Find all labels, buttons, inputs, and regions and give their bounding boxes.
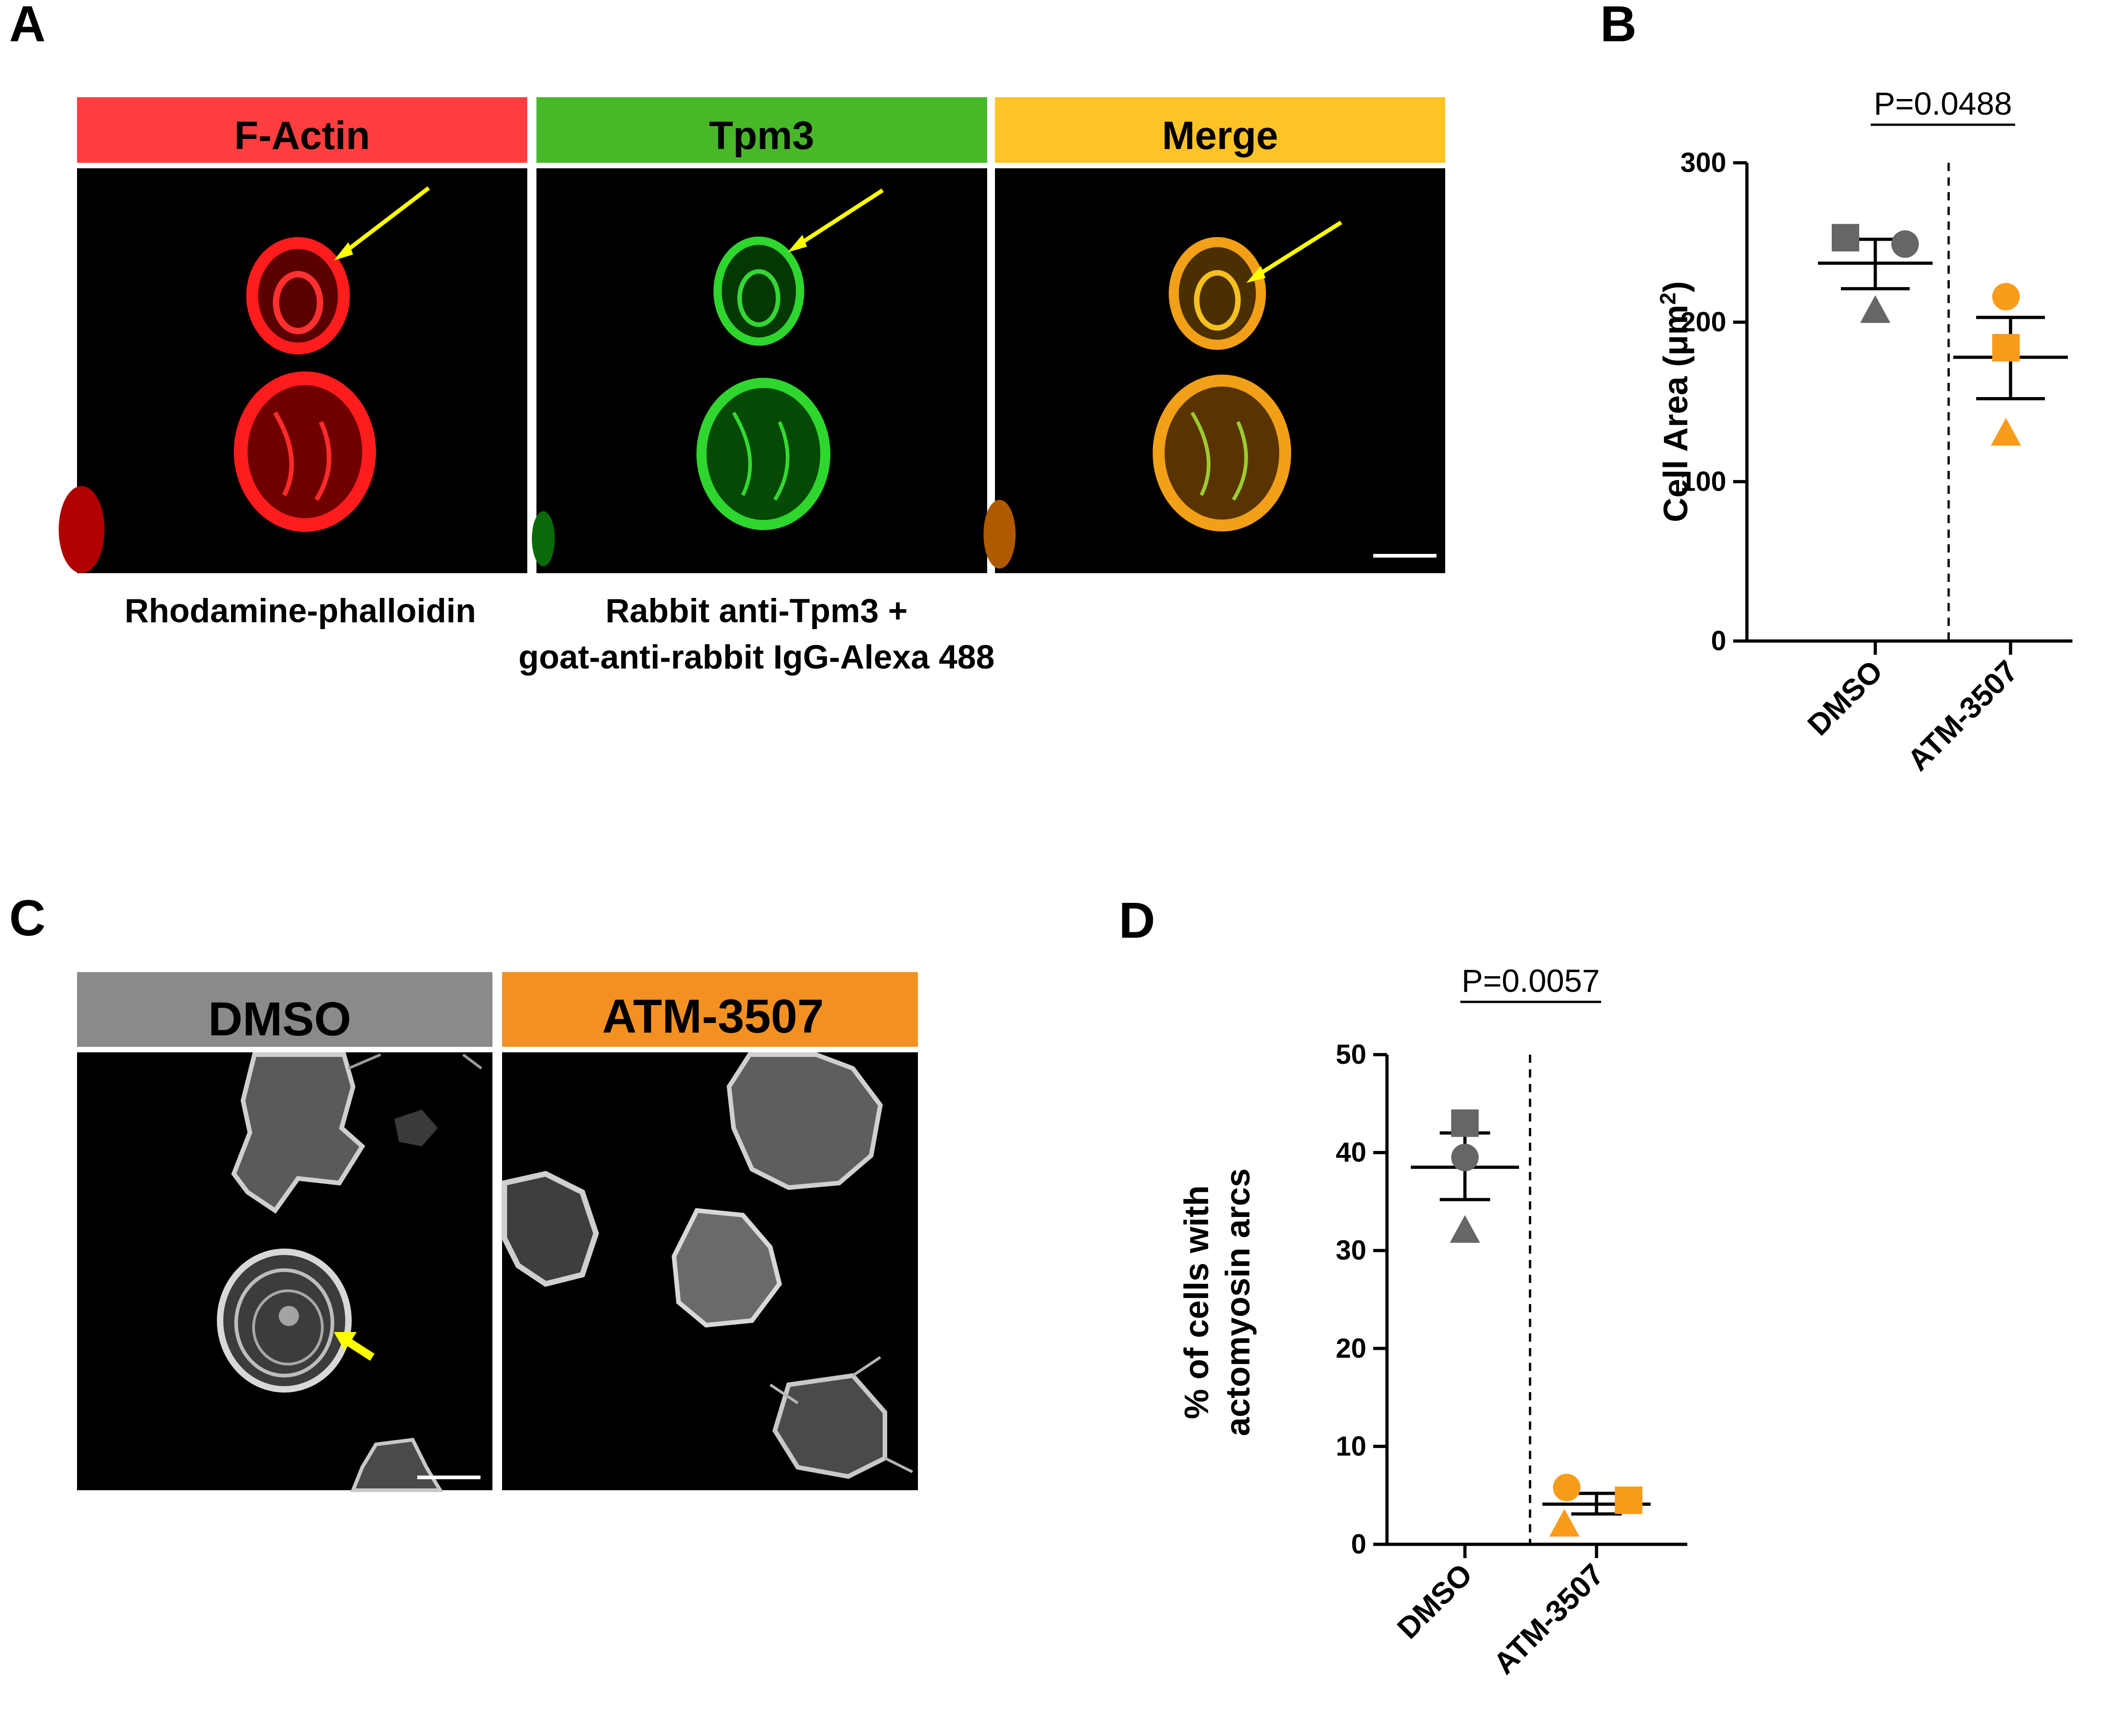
y-axis-label: Cell Area (μm2) [1656,281,1695,522]
panel-c: C DMSO ATM-3507 [9,890,918,1492]
caption-rhodamine-phalloidin: Rhodamine-phalloidin [125,592,476,630]
header-tpm3-label: Tpm3 [709,114,814,158]
header-dmso-label: DMSO [208,993,351,1046]
header-merge-bar [995,97,1445,163]
data-point-triangle [1450,1215,1480,1243]
y-axis-label: actomyosin arcs [1219,1168,1257,1436]
x-tick-label: ATM-3507 [1487,1557,1610,1681]
header-atm-bar [502,972,918,1047]
panel-c-letter: C [9,890,45,946]
data-point-circle [1992,283,2020,311]
y-tick-label: 10 [1336,1431,1366,1461]
y-axis-label-sup: 2 [1656,293,1680,305]
y-axis-label-unit: μm [1657,305,1695,356]
data-point-triangle [1991,418,2021,446]
data-point-triangle [1860,295,1890,323]
caption-rabbit-anti-tpm3: Rabbit anti-Tpm3 + [605,592,907,630]
data-point-square [1992,334,2020,362]
data-point-circle [1451,1144,1479,1172]
panel-d: D 0 10 20 30 40 50 DMSO ATM-3507 P=0.0057 % of ce… [1119,892,1687,1681]
arrow-merge [1253,221,1343,279]
data-point-square [1451,1109,1479,1137]
header-dmso-bar [77,972,492,1047]
y-axis-label: % of cells with [1177,1185,1215,1419]
panel-a-letter: A [9,0,45,52]
y-tick-label: 50 [1336,1039,1366,1070]
header-tpm3-bar [536,97,987,163]
y-tick-label: 300 [1680,147,1726,178]
data-point-circle [1553,1474,1580,1502]
x-tick-label: DMSO [1801,654,1889,742]
arrow-f-actin [340,186,430,256]
data-point-triangle [1549,1509,1580,1537]
y-axis-label-end: ) [1657,281,1695,293]
y-tick-label: 100 [1680,466,1726,497]
y-tick-label: 200 [1680,307,1726,337]
header-atm-label: ATM-3507 [602,990,824,1043]
y-tick-label: 0 [1351,1529,1366,1559]
y-tick-label: 20 [1336,1333,1366,1364]
pvalue-label: P=0.0057 [1462,963,1600,999]
arrow-tpm3 [794,188,884,249]
micrograph-merge [983,168,1445,573]
data-point-square [1615,1486,1642,1514]
header-f-actin-bar [77,97,527,163]
pvalue-label: P=0.0488 [1874,86,2012,122]
micrograph-dmso [77,1052,492,1492]
cell-upper [246,237,350,354]
y-tick-label: 40 [1336,1137,1366,1168]
y-tick-label: 0 [1711,625,1726,656]
micrograph-f-actin [59,168,527,573]
x-tick-label: DMSO [1391,1557,1479,1645]
data-point-circle [1891,230,1919,258]
y-axis-label-main: Cell Area ( [1657,355,1695,522]
panel-b: B 0 100 200 300 DMSO ATM-3507 P=0.0488 Cell Are… [1600,0,2072,777]
data-point-square [1832,224,1859,252]
cell-lower [234,371,376,532]
panel-d-letter: D [1119,892,1155,949]
header-merge-label: Merge [1162,114,1278,158]
caption-goat-anti-rabbit: goat-anti-rabbit IgG-Alexa 488 [519,639,994,676]
panel-b-letter: B [1600,0,1636,52]
y-tick-label: 30 [1336,1235,1366,1266]
x-tick-label: ATM-3507 [1901,654,2024,777]
chart-b: 0 100 200 300 DMSO ATM-3507 P=0.0488 Cell Area … [1656,86,2072,777]
micrograph-atm [502,1052,918,1490]
micrograph-tpm3 [532,168,987,573]
panel-a: A F-Actin Tpm3 Merge [9,0,1445,676]
chart-d: 0 10 20 30 40 50 DMSO ATM-3507 P=0.0057 % of cell… [1177,963,1687,1681]
header-f-actin-label: F-Actin [234,114,370,158]
